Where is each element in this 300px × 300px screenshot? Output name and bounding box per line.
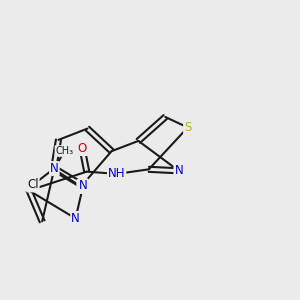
Text: NH: NH	[108, 167, 125, 180]
Text: Cl: Cl	[27, 178, 39, 191]
Text: N: N	[79, 179, 88, 192]
Text: S: S	[184, 121, 191, 134]
Text: S: S	[77, 180, 85, 193]
Text: N: N	[71, 212, 80, 225]
Text: O: O	[77, 142, 87, 155]
Text: N: N	[50, 162, 59, 175]
Text: CH₃: CH₃	[56, 146, 74, 156]
Text: N: N	[174, 164, 183, 177]
